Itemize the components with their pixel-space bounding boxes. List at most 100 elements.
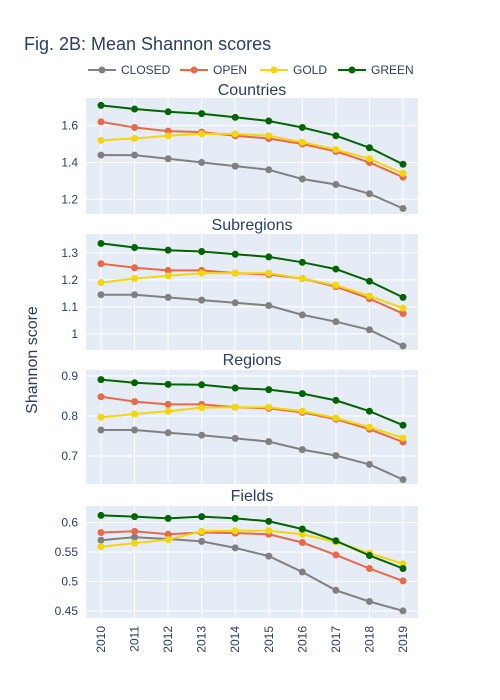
data-point-green-2019: [399, 564, 407, 572]
data-point-green-2013: [198, 513, 206, 521]
series-line-green: [100, 514, 404, 570]
data-point-closed-2014: [231, 544, 239, 552]
data-point-closed-2017: [332, 181, 340, 189]
data-point-gold-2017: [332, 281, 340, 289]
data-point-open-2018: [365, 564, 373, 572]
data-point-closed-2019: [399, 204, 407, 212]
data-point-gold-2012: [164, 132, 172, 140]
data-point-green-2011: [131, 105, 139, 113]
legend-item-green[interactable]: GREEN: [338, 63, 414, 77]
data-point-gold-2016: [298, 275, 306, 283]
y-tick-label: 1.6: [61, 119, 78, 133]
data-point-gold-2016: [298, 138, 306, 146]
data-point-open-2012: [164, 530, 172, 538]
data-point-green-2015: [265, 517, 273, 525]
data-point-closed-2017: [332, 586, 340, 594]
series-line-open: [100, 120, 404, 179]
data-point-green-2010: [97, 101, 105, 109]
data-point-green-2019: [399, 160, 407, 168]
data-point-gold-2013: [198, 404, 206, 412]
data-point-closed-2016: [298, 175, 306, 183]
data-point-green-2012: [164, 514, 172, 522]
series-line-closed: [101, 293, 404, 347]
data-point-gold-2017: [332, 146, 340, 154]
series-gold: [97, 403, 407, 442]
data-point-green-2014: [231, 514, 239, 522]
figure-title: Fig. 2B: Mean Shannon scores: [24, 34, 271, 54]
panel-regions: 0.7 0.8 0.9 Regions: [61, 352, 418, 484]
data-point-closed-2014: [231, 162, 239, 170]
data-point-closed-2019: [399, 607, 407, 615]
legend-item-closed[interactable]: CLOSED: [88, 63, 171, 77]
series-line-closed: [101, 429, 404, 481]
x-tick-label-2011: 2011: [128, 626, 142, 652]
data-point-green-2018: [365, 277, 373, 285]
series-green: [97, 511, 407, 572]
series-line-green: [100, 378, 404, 427]
x-tick-label-2015: 2015: [262, 626, 276, 653]
y-tick-label: 1.3: [61, 246, 78, 260]
data-point-gold-2011: [131, 275, 139, 283]
data-point-green-2014: [231, 384, 239, 392]
x-tick-label-2018: 2018: [362, 626, 376, 653]
x-tick-label-2014: 2014: [228, 626, 242, 653]
series-line-closed: [100, 536, 404, 612]
legend-swatch-marker: [190, 66, 198, 74]
legend-item-open[interactable]: OPEN: [180, 63, 247, 77]
legend-swatch-marker: [98, 66, 106, 74]
series-green: [97, 239, 407, 301]
data-point-gold-2015: [265, 132, 273, 140]
data-point-gold-2013: [198, 130, 206, 138]
data-point-green-2019: [399, 421, 407, 429]
data-point-green-2018: [365, 407, 373, 415]
data-point-closed-2019: [399, 476, 407, 484]
panels: 1.2 1.4 1.6 Countries 1 1.1 1.2 1.3 Subregions 0.…: [55, 82, 418, 618]
data-point-closed-2012: [164, 429, 172, 437]
data-point-green-2015: [265, 253, 273, 261]
data-point-closed-2010: [97, 291, 105, 299]
data-point-gold-2010: [97, 543, 105, 551]
data-point-open-2012: [164, 400, 172, 408]
data-point-green-2014: [231, 113, 239, 121]
data-point-gold-2018: [365, 423, 373, 431]
data-point-green-2013: [198, 248, 206, 256]
data-point-green-2016: [298, 390, 306, 398]
data-point-green-2015: [265, 386, 273, 394]
data-point-gold-2012: [164, 272, 172, 280]
data-point-green-2010: [97, 239, 105, 247]
data-point-gold-2018: [365, 155, 373, 163]
series-line-closed: [101, 154, 404, 210]
y-tick-label: 0.55: [55, 545, 79, 559]
x-tick-label-2012: 2012: [161, 626, 175, 653]
legend-item-gold[interactable]: GOLD: [260, 63, 327, 77]
series-line-green: [100, 104, 404, 166]
data-point-closed-2012: [164, 293, 172, 301]
data-point-closed-2018: [365, 460, 373, 468]
data-point-gold-2018: [365, 292, 373, 300]
data-point-green-2017: [332, 132, 340, 140]
data-point-closed-2010: [97, 536, 105, 544]
data-point-closed-2018: [365, 190, 373, 198]
data-point-gold-2019: [399, 169, 407, 177]
series-line-gold: [100, 272, 404, 310]
x-tick-label-2010: 2010: [94, 626, 108, 653]
data-point-open-2011: [131, 527, 139, 535]
data-point-open-2010: [97, 260, 105, 268]
data-point-gold-2014: [231, 527, 239, 535]
y-tick-label: 0.6: [61, 516, 78, 530]
data-point-green-2018: [365, 552, 373, 560]
y-tick-label: 1.2: [61, 192, 78, 206]
x-axis: 2010 2011 2012 2013 2014 2015 2016 2017 2018 2019: [94, 626, 410, 653]
data-point-closed-2015: [265, 438, 273, 446]
data-point-green-2011: [131, 379, 139, 387]
data-point-gold-2011: [131, 410, 139, 418]
data-point-green-2017: [332, 265, 340, 273]
data-point-gold-2011: [131, 135, 139, 143]
data-point-green-2013: [198, 381, 206, 389]
data-point-closed-2010: [97, 426, 105, 434]
data-point-green-2019: [399, 293, 407, 301]
data-point-green-2012: [164, 246, 172, 254]
series-gold: [97, 130, 407, 177]
y-tick-label: 1.1: [61, 300, 78, 314]
data-point-green-2017: [332, 537, 340, 545]
